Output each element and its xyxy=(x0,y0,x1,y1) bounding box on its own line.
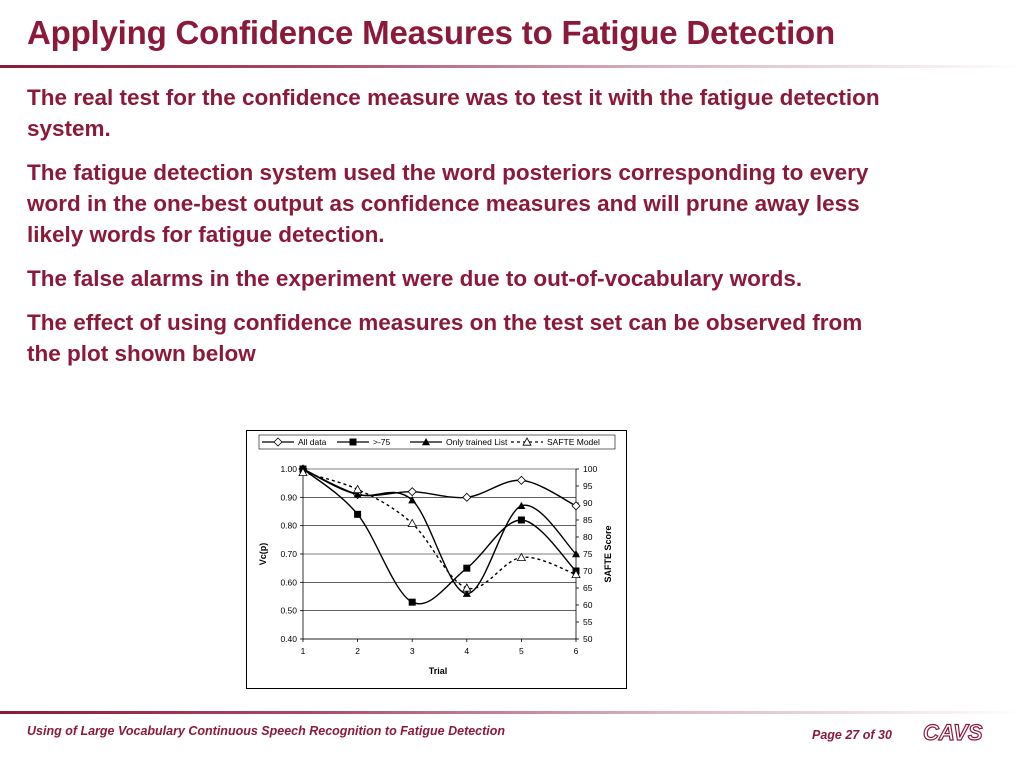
y2-tick-label: 55 xyxy=(583,617,593,627)
y2-tick-label: 75 xyxy=(583,549,593,559)
data-point xyxy=(408,496,417,504)
data-point xyxy=(407,518,417,527)
y-tick-label: 0.70 xyxy=(280,549,297,559)
y-tick-label: 0.60 xyxy=(280,577,297,587)
y2-tick-label: 60 xyxy=(583,600,593,610)
data-point xyxy=(571,501,581,511)
data-point xyxy=(353,490,362,498)
data-point xyxy=(517,516,525,524)
y2-axis-label: SAFTE Score xyxy=(603,525,613,582)
y-tick-label: 0.80 xyxy=(280,521,297,531)
data-point xyxy=(462,492,472,502)
y2-tick-label: 70 xyxy=(583,566,593,576)
bullet-item: The fatigue detection system used the wo… xyxy=(27,160,869,247)
legend-label: >-75 xyxy=(373,437,391,447)
y2-tick-label: 90 xyxy=(583,498,593,508)
data-point xyxy=(572,550,580,558)
y2-tick-label: 80 xyxy=(583,532,593,542)
chart-frame: 1.00 0.90 0.80 0.70 0.60 0.50 0.40 100 95 90 85 80 7… xyxy=(246,430,627,689)
data-point xyxy=(298,467,308,476)
data-point xyxy=(516,475,526,485)
x-tick-label: 6 xyxy=(574,646,579,656)
page-number: Page 27 of 30 xyxy=(812,728,892,742)
y2-tick-label: 95 xyxy=(583,481,593,491)
x-tick-label: 5 xyxy=(519,646,524,656)
fatigue-chart: 1.00 0.90 0.80 0.70 0.60 0.50 0.40 100 95 90 85 80 7… xyxy=(258,434,616,676)
data-point xyxy=(516,552,527,562)
data-point xyxy=(354,510,362,518)
data-point xyxy=(462,589,471,597)
legend-label: SAFTE Model xyxy=(547,437,600,447)
y-tick-label: 1.00 xyxy=(280,464,297,474)
data-point xyxy=(462,583,472,592)
data-point xyxy=(517,501,526,510)
x-tick-label: 4 xyxy=(464,646,469,656)
bullet-item: The false alarms in the experiment were … xyxy=(27,266,803,291)
series-line-2 xyxy=(302,468,577,595)
y2-tick-label: 85 xyxy=(583,515,593,525)
y-axis-label: Vc(p) xyxy=(258,543,268,566)
footer-divider xyxy=(0,711,1024,714)
data-point xyxy=(407,487,417,497)
data-point xyxy=(352,484,363,493)
x-tick-label: 2 xyxy=(355,646,360,656)
legend-marker xyxy=(522,437,532,446)
data-point xyxy=(571,569,581,579)
y-tick-label: 0.50 xyxy=(280,606,297,616)
bullet-item: The real test for the confidence measure… xyxy=(27,85,880,141)
cavs-logo: CAVS xyxy=(922,719,983,745)
data-point xyxy=(463,564,471,572)
slide-title: Applying Confidence Measures to Fatigue … xyxy=(27,14,835,51)
bullet-item: The effect of using confidence measures … xyxy=(27,310,863,366)
bullet-list: The real test for the confidence measure… xyxy=(27,82,897,382)
y2-tick-label: 50 xyxy=(583,634,593,644)
y-tick-label: 0.90 xyxy=(280,492,297,502)
legend-marker xyxy=(273,437,283,447)
x-axis-label: Trial xyxy=(429,666,448,676)
legend-label: All data xyxy=(298,437,327,447)
x-tick-label: 3 xyxy=(410,646,415,656)
data-point xyxy=(408,598,416,606)
y-tick-label: 0.40 xyxy=(280,634,297,644)
x-tick-label: 1 xyxy=(301,646,306,656)
title-divider xyxy=(0,65,1024,68)
y2-tick-label: 65 xyxy=(583,583,593,593)
legend-label: Only trained List xyxy=(446,437,508,447)
legend-marker xyxy=(349,438,357,446)
y2-tick-label: 100 xyxy=(583,464,597,474)
footer-title: Using of Large Vocabulary Continuous Spe… xyxy=(27,724,506,738)
legend-marker xyxy=(422,438,430,446)
